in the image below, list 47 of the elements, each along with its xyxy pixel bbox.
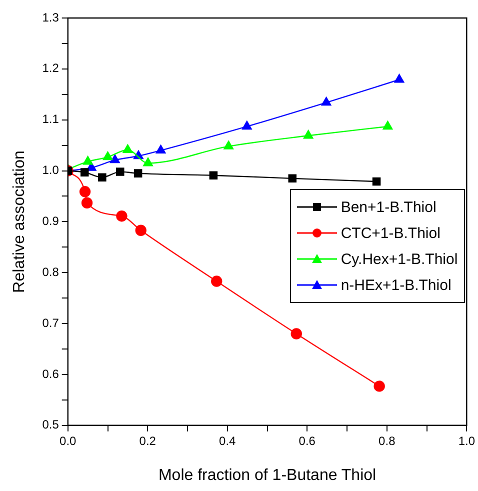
- x-tick-label: 0.8: [378, 434, 396, 448]
- point: [321, 96, 332, 106]
- y-tick-label: 0.8: [42, 264, 60, 279]
- point: [80, 168, 89, 176]
- y-tick-label: 0.6: [42, 366, 60, 381]
- point: [143, 158, 153, 166]
- point: [374, 380, 385, 392]
- point: [290, 328, 302, 340]
- point: [82, 156, 93, 165]
- y-axis-title: Relative association: [11, 150, 28, 293]
- x-tick-label: 1.0: [458, 434, 476, 448]
- x-tick-label: 0.0: [60, 434, 77, 448]
- y-tick-label: 0.7: [42, 316, 60, 330]
- point: [79, 186, 91, 198]
- point: [122, 144, 133, 153]
- legend-label: Cy.Hex+1-B.Thiol: [340, 250, 458, 268]
- point: [303, 130, 314, 139]
- point: [382, 120, 393, 130]
- point: [81, 197, 93, 208]
- x-tick-label: 0.2: [139, 434, 156, 448]
- point: [394, 74, 404, 83]
- point: [102, 151, 113, 160]
- legend-label: CTC+1-B.Thiol: [340, 224, 440, 242]
- point: [288, 174, 297, 183]
- point: [135, 224, 146, 236]
- y-tick-label: 1.0: [42, 163, 60, 178]
- point: [116, 210, 128, 222]
- y-tick-label: 0.9: [42, 214, 60, 228]
- x-axis-title: Mole fraction of 1-Butane Thiol: [158, 466, 376, 484]
- x-tick-label: 0.6: [298, 434, 316, 448]
- point: [209, 171, 218, 180]
- y-tick-label: 1.2: [42, 61, 60, 76]
- point: [116, 168, 124, 176]
- y-tick-label: 0.5: [42, 418, 60, 432]
- point: [134, 169, 142, 178]
- point: [211, 276, 222, 287]
- point: [110, 154, 120, 164]
- point: [224, 140, 234, 150]
- legend-label: n-HEx+1-B.Thiol: [340, 276, 452, 294]
- x-tick-label: 0.4: [219, 434, 236, 448]
- point: [156, 144, 166, 154]
- point: [242, 120, 252, 130]
- point: [372, 177, 381, 186]
- y-tick-label: 1.1: [42, 112, 60, 126]
- point: [98, 173, 106, 182]
- legend-label: Ben+1-B.Thiol: [340, 198, 436, 216]
- y-tick-label: 1.3: [42, 10, 60, 24]
